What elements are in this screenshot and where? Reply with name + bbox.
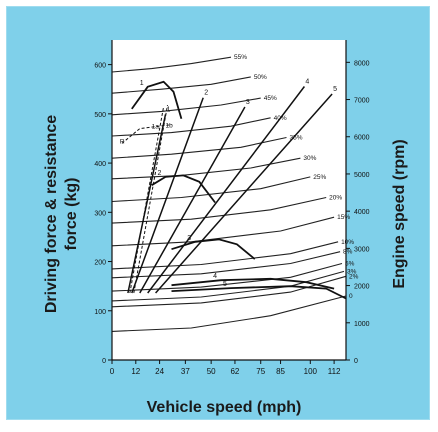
right-tick-label: 4000 — [354, 209, 370, 216]
x-tick-label: 37 — [181, 367, 190, 376]
gradient-curve-label: 5% — [345, 261, 355, 268]
right-tick-label: 0 — [354, 358, 358, 365]
engine-speed-line — [147, 86, 305, 294]
engine-speed-line — [131, 97, 204, 294]
gradient-curve-label: 10% — [341, 239, 354, 246]
right-tick-label: 2000 — [354, 284, 370, 291]
left-tick-label: 0 — [102, 358, 106, 365]
reverse-dashed-curve — [121, 124, 172, 144]
driving-force-label: 5 — [223, 281, 227, 288]
gradient-curve-label: 20% — [329, 195, 342, 202]
gradient-curve — [111, 251, 341, 279]
annotation-label: R — [120, 138, 125, 145]
gradient-curve — [111, 157, 301, 180]
gradient-curve-label: 50% — [254, 74, 267, 81]
x-tick-label: 12 — [131, 367, 140, 376]
gradient-curve — [111, 295, 347, 332]
left-tick-label: 600 — [94, 63, 106, 70]
left-axis-title-line1: Driving force & resistance — [43, 115, 60, 313]
engine-speed-label: 4 — [305, 79, 309, 86]
driving-force-label: 3 — [187, 235, 191, 242]
engine-speed-label: 3 — [246, 99, 250, 106]
gradient-curve-label: 3% — [347, 268, 357, 275]
gradient-curve-label: 55% — [234, 54, 247, 61]
gradient-curve — [111, 241, 339, 270]
gradient-curve — [111, 262, 343, 292]
engine-speed-dashed-1a — [129, 106, 165, 294]
engine-speed-line — [127, 114, 167, 294]
driving-force-curve — [171, 285, 347, 300]
gradient-curve — [111, 56, 232, 73]
x-tick-label: 85 — [276, 367, 285, 376]
driving-force-label: 4 — [213, 273, 217, 280]
gradient-curve-label: 2% — [349, 273, 359, 280]
driving-force-curve — [171, 238, 256, 260]
driving-force-label: 1 — [140, 80, 144, 87]
left-tick-label: 200 — [94, 260, 106, 267]
gradient-curve — [111, 196, 327, 224]
x-axis-title: Vehicle speed (mph) — [147, 399, 302, 416]
x-tick-label: 112 — [328, 367, 341, 376]
x-tick-label: 0 — [110, 367, 115, 376]
engine-speed-dashed-1b — [133, 105, 169, 294]
left-axis-title-line2: force (kg) — [63, 178, 80, 251]
left-tick-label: 300 — [94, 210, 106, 217]
engine-speed-line — [139, 106, 246, 294]
gradient-curve — [111, 97, 261, 116]
gradient-curve — [111, 117, 271, 137]
x-tick-label: 50 — [207, 367, 216, 376]
right-tick-label: 8000 — [354, 60, 370, 67]
driving-force-curve — [171, 277, 335, 290]
right-tick-label: 6000 — [354, 135, 370, 142]
right-tick-label: 3000 — [354, 246, 370, 253]
right-tick-label: 1000 — [354, 321, 370, 328]
gradient-curve-label: 30% — [303, 155, 316, 162]
x-tick-label: 24 — [155, 367, 164, 376]
gradient-curve — [111, 216, 335, 247]
gradient-curve-label: 0 — [349, 293, 353, 300]
gradient-curve — [111, 270, 345, 302]
x-tick-label: 75 — [256, 367, 265, 376]
gradient-curve-label: 35% — [290, 134, 303, 141]
gradient-curve-label: 25% — [313, 174, 326, 181]
right-axis-title: Engine speed (rpm) — [391, 139, 408, 288]
driving-force-label: 2 — [158, 170, 162, 177]
engine-speed-label: 5 — [333, 86, 337, 93]
annotation-label: 1a — [152, 124, 160, 131]
left-tick-label: 100 — [94, 309, 106, 316]
left-tick-label: 400 — [94, 161, 106, 168]
right-tick-label: 5000 — [354, 172, 370, 179]
left-tick-label: 500 — [94, 112, 106, 119]
gradient-curve-label: 40% — [274, 115, 287, 122]
x-tick-label: 62 — [230, 367, 239, 376]
engine-speed-label: 2 — [204, 90, 208, 97]
gradient-curve — [111, 136, 287, 159]
x-tick-label: 100 — [304, 367, 318, 376]
driving-force-curve — [151, 174, 216, 204]
right-tick-label: 7000 — [354, 98, 370, 105]
gradient-curve-label: 8% — [343, 249, 353, 256]
engine-speed-label: 1 — [167, 106, 171, 113]
gradient-curve-label: 15% — [337, 214, 350, 221]
annotation-label: 1b — [166, 123, 174, 130]
gradient-curve — [111, 76, 251, 94]
engine-speed-line — [155, 93, 333, 294]
driving-force-curve — [131, 80, 183, 120]
gradient-curve-label: 45% — [264, 95, 277, 102]
